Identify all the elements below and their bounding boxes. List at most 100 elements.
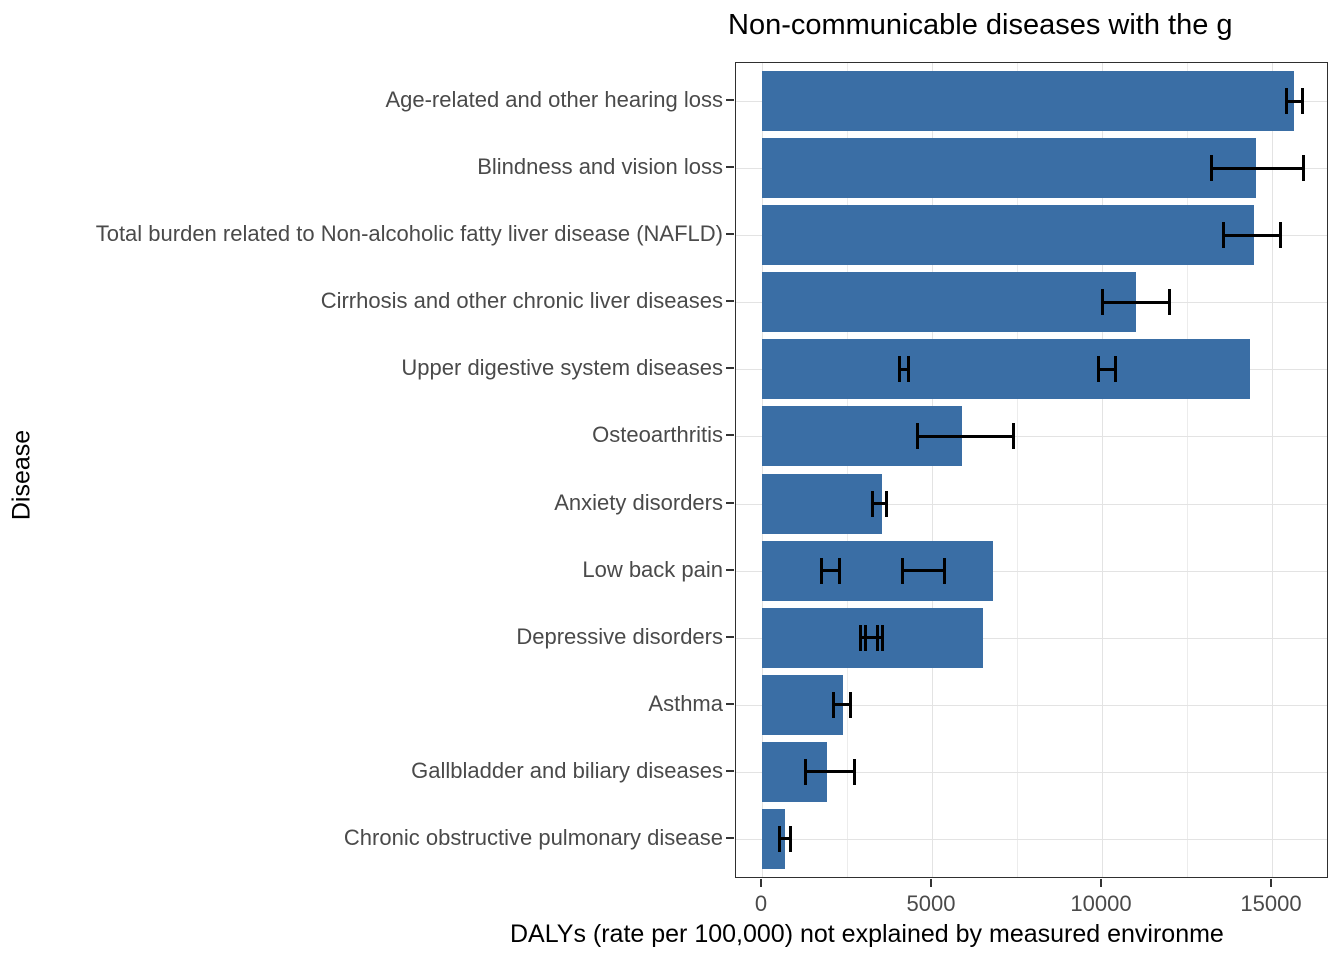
y-category-label: Depressive disorders [516, 623, 723, 649]
error-bar-cap-high [1302, 155, 1306, 182]
error-bar-line [821, 569, 840, 573]
error-bar-cap-high [788, 825, 792, 852]
y-category-label: Low back pain [582, 556, 723, 582]
error-bar-cap-high [1279, 222, 1283, 249]
gridline-horizontal-major [736, 436, 1327, 438]
bar [762, 272, 1136, 333]
error-bar-cap-low [871, 490, 875, 517]
y-tick-mark [726, 99, 734, 101]
y-tick-mark [726, 233, 734, 236]
error-bar-line [1222, 233, 1282, 237]
error-bar-cap-high [853, 758, 857, 785]
bar [762, 339, 1251, 400]
error-bar-cap-low [832, 691, 836, 718]
y-category-label: Gallbladder and biliary diseases [411, 757, 723, 783]
x-axis-title: DALYs (rate per 100,000) not explained b… [510, 920, 1224, 948]
y-tick-mark [726, 635, 734, 638]
y-tick-mark [726, 769, 734, 772]
error-bar-cap-high [849, 691, 853, 718]
y-tick-mark [726, 836, 734, 839]
gridline-horizontal-major [736, 771, 1327, 773]
x-tick-label: 5000 [906, 891, 956, 916]
bar [762, 205, 1254, 266]
plot-panel [735, 62, 1328, 878]
error-bar-cap-low [1209, 155, 1213, 182]
error-bar-cap-low [858, 624, 862, 651]
y-category-label: Cirrhosis and other chronic liver diseas… [320, 288, 723, 314]
error-bar-line [899, 367, 909, 371]
error-bar-cap-low [1101, 289, 1104, 316]
error-bar-line [1285, 99, 1303, 103]
error-bar-cap-high [906, 356, 910, 383]
error-bar-line [805, 770, 856, 774]
error-bar-cap-high [885, 490, 889, 517]
error-bar-cap-high [880, 624, 884, 651]
y-category-label: Total burden related to Non-alcoholic fa… [95, 221, 723, 247]
error-bar-cap-low [804, 758, 808, 785]
gridline-vertical-major [762, 63, 763, 877]
y-category-label: Upper digestive system diseases [401, 355, 723, 381]
gridline-vertical-major [1272, 63, 1273, 877]
y-tick-mark [726, 702, 734, 705]
error-bar-cap-low [777, 825, 781, 852]
x-tick-mark [1270, 879, 1272, 887]
x-tick-mark [1100, 879, 1102, 887]
y-category-label: Chronic obstructive pulmonary disease [343, 824, 723, 850]
x-axis: 0 5000 10000 15000 [735, 878, 1344, 923]
bar [762, 808, 786, 869]
error-bar-cap-low [916, 423, 920, 450]
error-bar-cap-high [942, 557, 946, 584]
gridline-vertical-minor [1187, 63, 1188, 877]
gridline-vertical-major [1102, 63, 1103, 877]
error-bar-cap-low [1284, 88, 1288, 114]
y-tick-mark [726, 434, 734, 437]
bar [762, 473, 883, 534]
error-bar-cap-low [820, 557, 824, 584]
error-bar-line [872, 502, 888, 506]
bar [762, 71, 1295, 131]
error-bar-cap-low [864, 624, 868, 651]
error-bar-cap-high [1168, 289, 1171, 316]
error-bar-cap-low [900, 557, 904, 584]
y-axis: Age-related and other hearing loss Blindn… [0, 62, 735, 878]
gridline-horizontal-major [736, 503, 1327, 505]
y-tick-mark [726, 501, 734, 504]
y-tick-mark [726, 166, 734, 169]
x-tick-mark [930, 879, 932, 887]
error-bar-cap-low [1221, 222, 1225, 249]
y-category-label: Asthma [648, 690, 723, 716]
error-bar-line [917, 434, 1015, 438]
y-category-label: Blindness and vision loss [477, 154, 723, 180]
x-tick-label: 10000 [1070, 891, 1132, 916]
bar [762, 674, 843, 735]
error-bar-line [778, 837, 791, 841]
error-bar-cap-high [1113, 356, 1117, 383]
y-category-label: Age-related and other hearing loss [385, 87, 723, 112]
y-category-label: Anxiety disorders [554, 489, 723, 515]
y-tick-mark [726, 568, 734, 571]
gridline-vertical-major [932, 63, 933, 877]
gridline-horizontal-major [736, 704, 1327, 706]
error-bar-line [901, 569, 945, 573]
x-tick-mark [760, 879, 762, 887]
y-tick-mark [726, 300, 734, 303]
error-bar-line [865, 636, 883, 640]
y-tick-mark [726, 367, 734, 370]
error-bar-line [1210, 166, 1305, 170]
error-bar-cap-low [898, 356, 902, 383]
error-bar-line [1097, 367, 1116, 371]
gridline-vertical-minor [1017, 63, 1018, 877]
error-bar-line [833, 703, 852, 707]
x-tick-label: 0 [754, 891, 768, 916]
error-bar-cap-high [1300, 88, 1304, 114]
bar [762, 540, 993, 601]
y-category-label: Osteoarthritis [592, 422, 723, 448]
chart-title: Non-communicable diseases with the g [728, 9, 1233, 41]
gridline-horizontal-major [736, 838, 1327, 840]
error-bar-cap-high [1012, 423, 1016, 450]
gridline-horizontal-major [736, 637, 1327, 639]
gridline-horizontal-major [736, 570, 1327, 572]
gridline-vertical-minor [847, 63, 848, 877]
error-bar-cap-high [837, 557, 841, 584]
